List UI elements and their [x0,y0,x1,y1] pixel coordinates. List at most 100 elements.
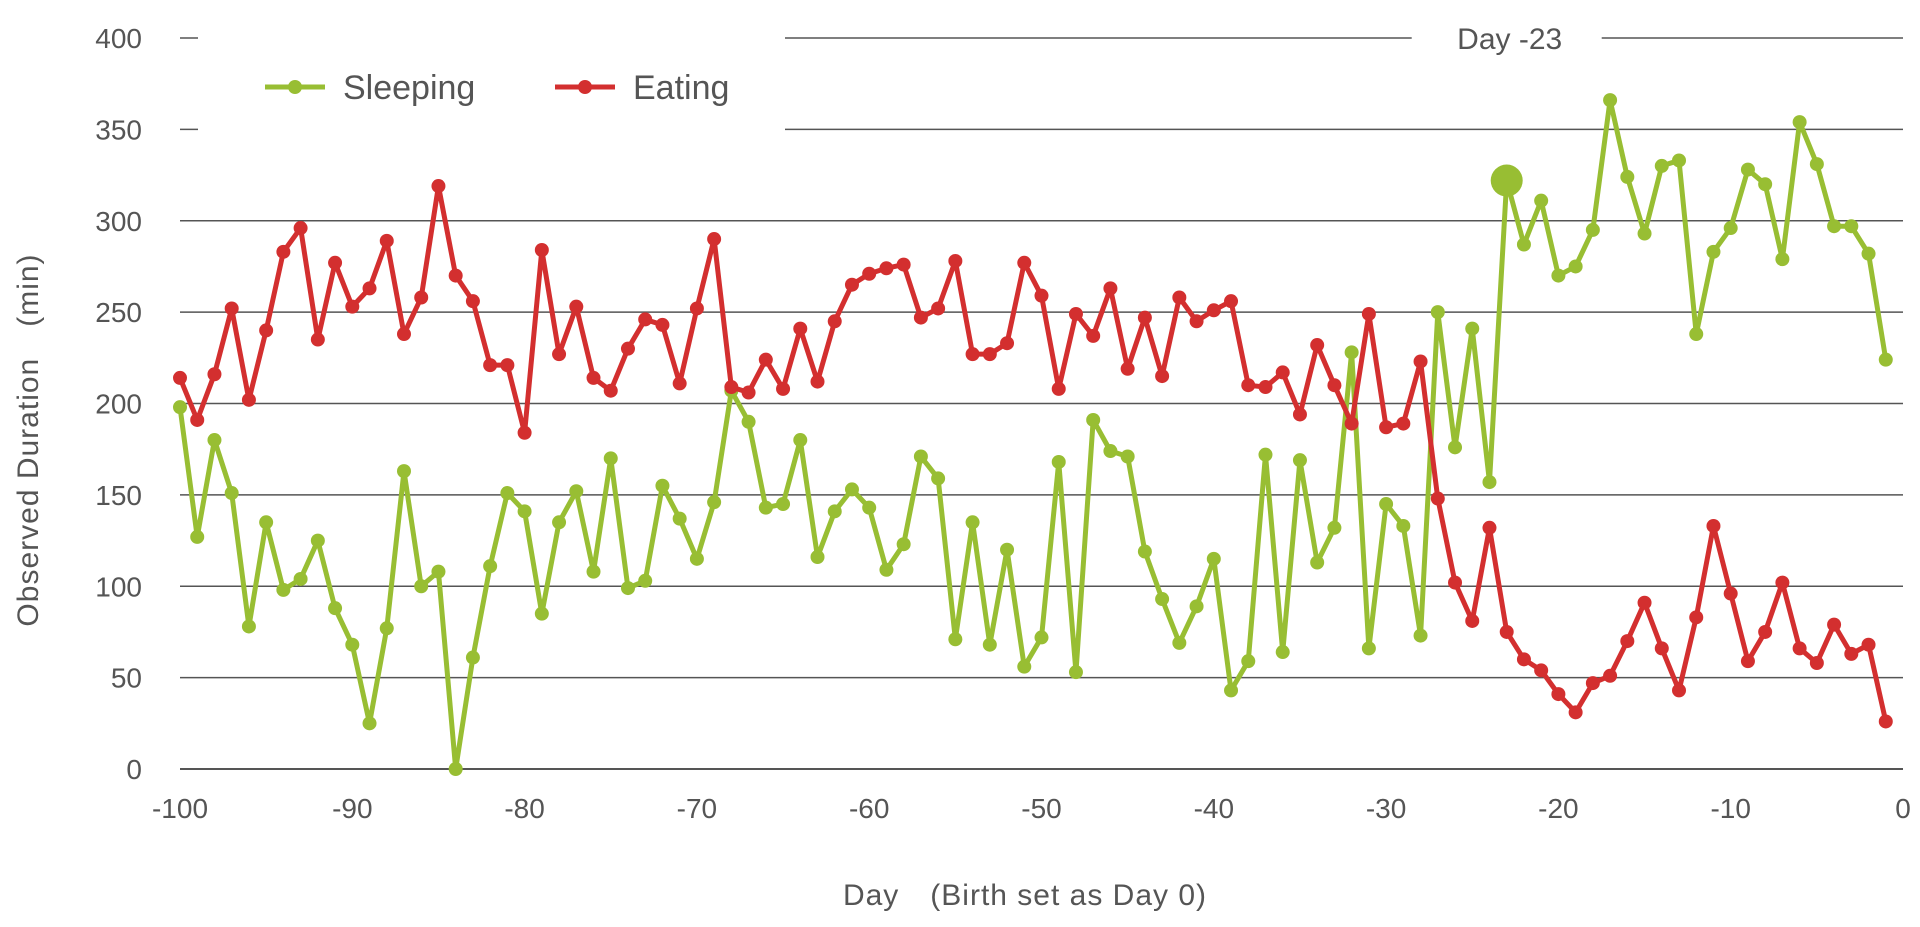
sleeping-point [1206,551,1221,566]
eating-point [362,281,377,296]
eating-point [707,232,722,247]
sleeping-point [1430,305,1445,320]
y-tick-label: 100 [95,571,142,602]
eating-point [620,341,635,356]
legend-swatch-marker [288,80,302,94]
eating-point [638,312,653,327]
sleeping-point [345,637,360,652]
eating-point [1706,518,1721,533]
sleeping-point [293,571,308,586]
sleeping-point [1482,475,1497,490]
x-tick-label: -60 [849,793,889,824]
eating-point [1827,617,1842,632]
eating-point [689,301,704,316]
eating-point [207,367,222,382]
eating-point [1740,654,1755,669]
sleeping-line [177,97,1889,772]
y-tick-label: 150 [95,480,142,511]
sleeping-point [1155,592,1170,607]
eating-point [552,347,567,362]
sleeping-point [1189,599,1204,614]
sleeping-point [896,537,911,552]
eating-point [1310,338,1325,353]
eating-point [1137,310,1152,325]
sleeping-point [310,533,325,548]
sleeping-point [1310,555,1325,570]
sleeping-point [379,621,394,636]
sleeping-point [931,471,946,486]
y-tick-label: 50 [111,663,142,694]
legend-label: Sleeping [343,69,475,107]
eating-point [1361,306,1376,321]
sleeping-point [758,500,773,515]
eating-point [1603,668,1618,683]
sleeping-point [1637,226,1652,241]
eating-point [1585,676,1600,691]
y-tick-label: 250 [95,297,142,328]
sleeping-point [465,650,480,665]
sleeping-point [603,451,618,466]
sleeping-point [655,478,670,493]
sleeping-point [689,551,704,566]
eating-point [1258,380,1273,395]
sleeping-point [1327,520,1342,535]
eating-point [1068,306,1083,321]
sleeping-point [259,515,274,530]
x-tick-label: -50 [1021,793,1061,824]
eating-point [1482,520,1497,535]
sleeping-point [1706,244,1721,259]
sleeping-point [672,511,687,526]
eating-point [1689,610,1704,625]
sleeping-point [1361,641,1376,656]
sleeping-point [862,500,877,515]
sleeping-point [844,482,859,497]
eating-point [1275,365,1290,380]
eating-point [1000,336,1015,351]
y-axis-title: Observed Duration (min) [12,253,45,626]
eating-point [1758,624,1773,639]
eating-point [465,294,480,309]
eating-point [534,242,549,257]
x-axis-title: Day (Birth set as Day 0) [843,879,1207,912]
series-sleeping [173,93,1893,776]
sleeping-point [638,573,653,588]
eating-point [741,385,756,400]
sleeping-point [810,550,825,565]
eating-point [1206,303,1221,318]
eating-point [1224,294,1239,309]
sleeping-point [879,562,894,577]
eating-point [1344,416,1359,431]
eating-point [1051,381,1066,396]
legend-swatch-marker [578,80,592,94]
sleeping-point [224,486,239,501]
sleeping-point [1827,219,1842,234]
eating-point [1654,641,1669,656]
eating-point [931,301,946,316]
eating-point [224,301,239,316]
sleeping-point [1792,115,1807,130]
sleeping-point [362,716,377,731]
eating-point [448,268,463,283]
sleeping-point [913,449,928,464]
sleeping-point [1241,654,1256,669]
sleeping-point [569,484,584,499]
sleeping-point [1534,193,1549,208]
sleeping-point [241,619,256,634]
eating-point [1413,354,1428,369]
sleeping-point [1878,352,1893,367]
sleeping-point [1603,93,1618,108]
sleeping-point [948,632,963,647]
eating-point [672,376,687,391]
series-eating [173,179,1893,729]
sleeping-point [1809,157,1824,172]
x-tick-label: -40 [1194,793,1234,824]
eating-point [1172,290,1187,305]
sleeping-point [1654,158,1669,173]
eating-point [1551,687,1566,702]
eating-point [1637,595,1652,610]
eating-point [1723,586,1738,601]
x-tick-label: -70 [677,793,717,824]
sleeping-point [1551,268,1566,283]
eating-point [1775,575,1790,590]
